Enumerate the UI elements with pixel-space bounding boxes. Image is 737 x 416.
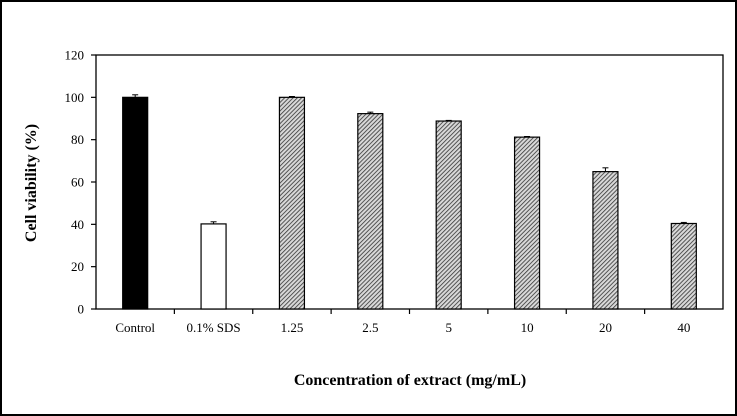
x-tick-label: 10 — [521, 320, 534, 335]
y-tick-label: 60 — [71, 175, 84, 190]
x-tick-label: 5 — [445, 320, 452, 335]
y-tick-label: 80 — [71, 132, 84, 147]
y-tick-label: 120 — [65, 48, 85, 63]
y-tick-label: 0 — [78, 302, 85, 317]
bar-40 — [670, 222, 697, 310]
bar-2-5 — [357, 113, 384, 310]
bar-1-25 — [278, 96, 306, 310]
bar-0-1-sds — [200, 223, 227, 310]
bar-20 — [592, 171, 619, 310]
x-tick-label: 40 — [677, 320, 690, 335]
y-axis-label: Cell viability (%) — [23, 124, 40, 242]
y-tick-label: 100 — [65, 90, 85, 105]
bar-5 — [435, 120, 462, 310]
bar-10 — [513, 136, 541, 310]
bar-control — [122, 96, 149, 310]
plot-area-border — [95, 54, 724, 310]
x-tick-label: 1.25 — [281, 320, 304, 335]
y-tick-label: 20 — [71, 259, 84, 274]
x-tick-label: Control — [115, 320, 155, 335]
x-tick-label: 0.1% SDS — [186, 320, 240, 335]
x-tick-label: 2.5 — [362, 320, 378, 335]
y-tick-label: 40 — [71, 217, 84, 232]
x-tick-label: 20 — [599, 320, 612, 335]
x-axis-label: Concentration of extract (mg/mL) — [294, 372, 526, 389]
